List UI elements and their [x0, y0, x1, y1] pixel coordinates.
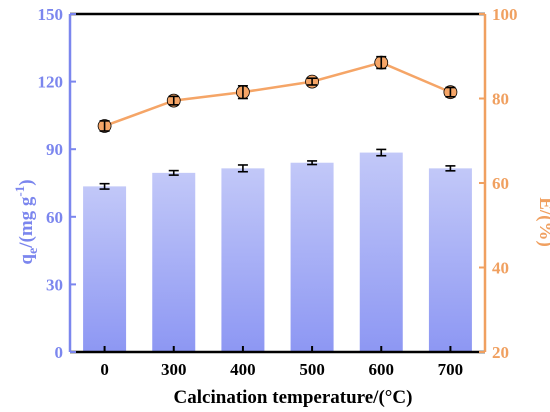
- x-axis-title: Calcination temperature/(°C): [174, 387, 413, 408]
- x-tick-label-0: 0: [100, 360, 109, 379]
- bar-500: [290, 162, 334, 352]
- y-tick-label-120: 120: [38, 73, 64, 92]
- y-axis-title-sub: e: [26, 248, 41, 254]
- y-tick-label-90: 90: [46, 140, 63, 159]
- bars: [83, 152, 472, 352]
- y2-tick-label-20: 20: [492, 343, 509, 362]
- tick-labels: 0 30 60 90 120 150 20 40 60 80 100 0 300 400 500 600 700: [38, 5, 518, 379]
- bar-400: [221, 168, 265, 352]
- y-axis-title: qe/(mg g-1): [12, 179, 41, 264]
- y-tick-label-150: 150: [38, 5, 64, 24]
- bar-600: [359, 152, 403, 352]
- line-series: [97, 55, 458, 133]
- y-tick-label-60: 60: [46, 208, 63, 227]
- bar-error-bars: [99, 148, 456, 190]
- bar-700: [428, 168, 472, 352]
- y2-tick-label-80: 80: [492, 90, 509, 109]
- line-path: [104, 61, 451, 128]
- y-axis-title-rest: /(mg g: [16, 196, 37, 249]
- x-tick-label-300: 300: [161, 360, 187, 379]
- y2-tick-label-60: 60: [492, 174, 509, 193]
- y2-tick-label-100: 100: [492, 5, 518, 24]
- axes: [68, 12, 487, 354]
- x-tick-label-600: 600: [369, 360, 395, 379]
- bar-300: [152, 172, 196, 352]
- x-tick-label-700: 700: [438, 360, 464, 379]
- y2-axis-title: E/(%): [535, 197, 550, 247]
- x-tick-label-400: 400: [230, 360, 256, 379]
- y2-tick-label-40: 40: [492, 259, 509, 278]
- bar-0: [83, 186, 127, 352]
- y-axis-title-sup: -1: [12, 186, 27, 197]
- x-tick-label-500: 500: [299, 360, 325, 379]
- y-tick-label-0: 0: [55, 343, 64, 362]
- y-tick-label-30: 30: [46, 275, 63, 294]
- y-axis-title-end: ): [16, 179, 37, 185]
- y-axis-title-main: q: [16, 254, 37, 265]
